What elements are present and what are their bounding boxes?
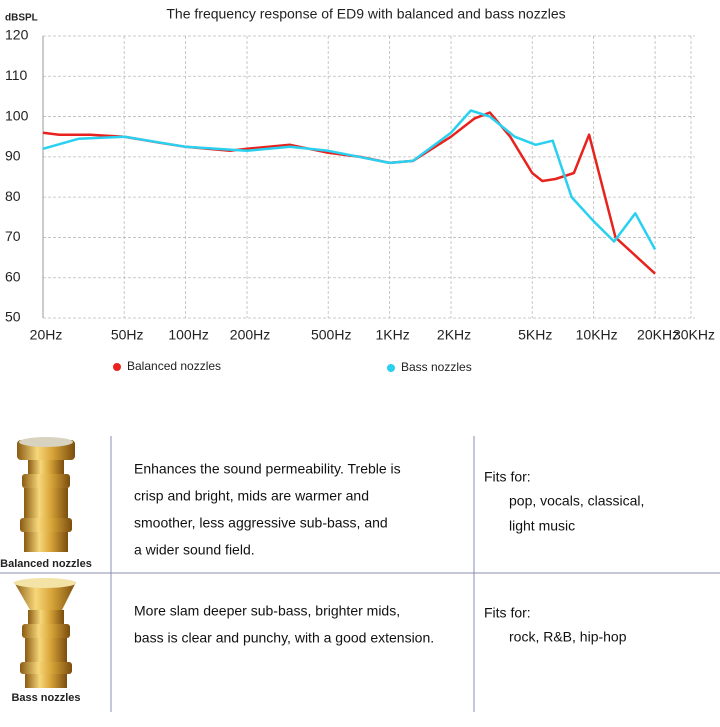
- legend-marker: [113, 363, 121, 371]
- x-tick-label: 1KHz: [376, 327, 410, 343]
- fits-line: pop, vocals, classical,: [509, 493, 644, 509]
- y-tick-label: 50: [5, 309, 21, 325]
- description-line: crisp and bright, mids are warmer and: [134, 488, 369, 504]
- y-tick-label: 100: [5, 107, 29, 123]
- chart-title: The frequency response of ED9 with balan…: [166, 6, 565, 22]
- series-line: [42, 109, 657, 251]
- description-line: smoother, less aggressive sub-bass, and: [134, 515, 388, 531]
- description-line: More slam deeper sub-bass, brighter mids…: [134, 603, 400, 619]
- legend-marker: [387, 364, 395, 372]
- bass-nozzle-image: [14, 578, 76, 688]
- plot: 50 60 70 80 90 100 110 120 20Hz 50Hz 100Hz 200Hz 500…: [5, 27, 715, 374]
- description-line: a wider sound field.: [134, 542, 255, 558]
- legend-label: Balanced nozzles: [127, 359, 221, 373]
- y-tick-label: 120: [5, 27, 29, 43]
- fits-title: Fits for:: [484, 469, 531, 485]
- x-tick-label: 2KHz: [437, 327, 471, 343]
- x-tick-label: 200Hz: [230, 327, 270, 343]
- x-tick-label: 10KHz: [576, 327, 618, 343]
- y-axis-label: dBSPL: [5, 13, 38, 24]
- y-tick-label: 80: [5, 188, 21, 204]
- description-line: Enhances the sound permeability. Treble …: [134, 461, 401, 477]
- y-tick-label: 90: [5, 148, 21, 164]
- y-tick-label: 110: [5, 67, 28, 83]
- x-tick-label: 20Hz: [30, 327, 63, 343]
- image-caption: Balanced nozzles: [0, 558, 92, 570]
- x-tick-label: 500Hz: [311, 327, 351, 343]
- legend-label: Bass nozzles: [401, 360, 472, 374]
- fits-title: Fits for:: [484, 605, 531, 621]
- image-caption: Bass nozzles: [11, 692, 80, 704]
- x-tick-label: 50Hz: [111, 327, 144, 343]
- x-tick-label: 100Hz: [168, 327, 208, 343]
- x-tick-label: 30KHz: [673, 327, 715, 343]
- fits-line: light music: [509, 518, 575, 534]
- table: Balanced nozzles Enhances the sound perme…: [0, 461, 644, 704]
- x-tick-label: 20KHz: [637, 327, 679, 343]
- y-tick-label: 70: [5, 228, 21, 244]
- x-tick-label: 5KHz: [518, 327, 552, 343]
- description-line: bass is clear and punchy, with a good ex…: [134, 630, 434, 646]
- series-line: [42, 111, 656, 275]
- fits-line: rock, R&B, hip-hop: [509, 629, 627, 645]
- balanced-nozzle-image: [17, 437, 75, 552]
- y-tick-label: 60: [5, 268, 21, 284]
